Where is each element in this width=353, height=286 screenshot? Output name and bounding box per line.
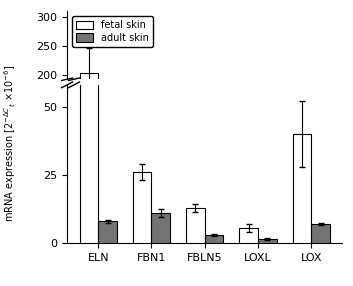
Bar	[133, 175, 151, 190]
Bar	[79, 74, 98, 190]
Bar	[133, 172, 151, 243]
Bar	[186, 208, 205, 243]
Bar	[258, 239, 277, 243]
Bar	[98, 185, 117, 190]
Bar	[311, 186, 330, 190]
Bar	[98, 221, 117, 243]
Bar	[293, 166, 311, 190]
Bar	[293, 134, 311, 243]
Bar	[79, 0, 98, 243]
Bar	[205, 235, 223, 243]
Bar	[186, 182, 205, 190]
Text: mRNA expression [$2^{-\Delta C}$$_t$ $\times$$10^{-6}$]: mRNA expression [$2^{-\Delta C}$$_t$ $\t…	[3, 64, 18, 222]
Bar	[205, 188, 223, 190]
Bar	[239, 228, 258, 243]
Bar	[239, 186, 258, 190]
Bar	[151, 213, 170, 243]
Legend: fetal skin, adult skin: fetal skin, adult skin	[72, 16, 153, 47]
Bar	[311, 224, 330, 243]
Bar	[151, 183, 170, 190]
Bar	[258, 189, 277, 190]
